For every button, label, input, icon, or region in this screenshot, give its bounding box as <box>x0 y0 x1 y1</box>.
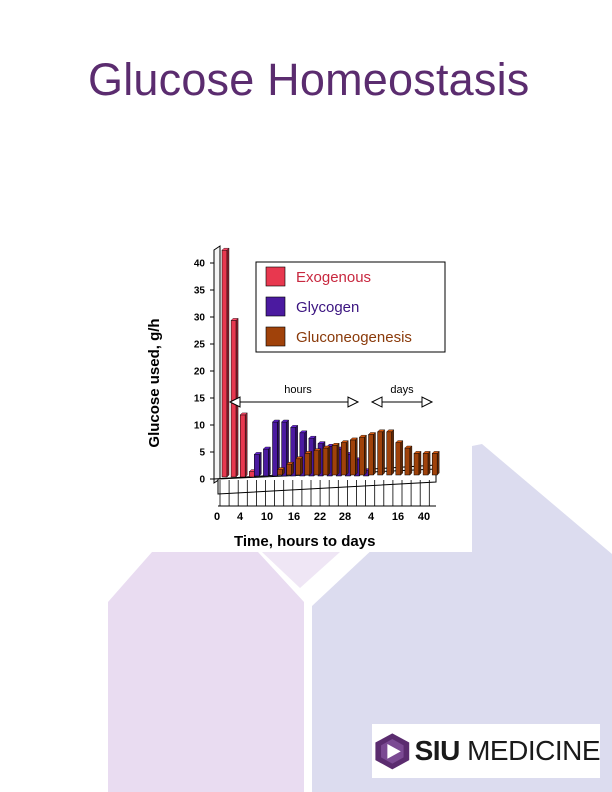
bar-exogenous <box>239 412 248 478</box>
period-label-days: days <box>390 384 414 396</box>
bar-gluconeogenesis <box>422 450 431 476</box>
grid-layer <box>210 262 214 480</box>
bg-shape-pale <box>262 552 340 588</box>
bar-gluconeogenesis <box>413 450 422 476</box>
bar-gluconeogenesis <box>277 467 285 476</box>
legend-box <box>255 261 446 353</box>
period-arrowhead-hours-right <box>347 396 360 408</box>
legend-swatch-glycogen <box>265 296 286 317</box>
period-arrowhead-hours-left <box>228 396 241 408</box>
x-tick-label: 22 <box>314 511 326 523</box>
legend-swatch-exogenous <box>265 266 286 287</box>
bar-gluconeogenesis <box>295 456 304 476</box>
legend: Exogenous Glycogen Gluconeogenesis <box>255 261 446 353</box>
x-tick-label: 0 <box>214 511 220 523</box>
y-tick-label: 30 <box>194 313 206 324</box>
period-label-hours: hours <box>284 384 312 396</box>
x-tick-label: 28 <box>339 511 351 523</box>
series-exogenous <box>221 247 257 478</box>
bg-shape-blue <box>312 444 612 792</box>
legend-label-exogenous: Exogenous <box>296 269 371 286</box>
x-tick-label: 4 <box>368 511 375 523</box>
bar-gluconeogenesis <box>431 450 440 476</box>
x-tick-label: 16 <box>392 511 404 523</box>
ticks-layer: 0 5 10 15 20 25 30 35 40 0 4 10 16 22 28 4 16 40 <box>194 259 430 524</box>
x-tick-label: 10 <box>261 511 273 523</box>
bar-gluconeogenesis <box>358 434 367 476</box>
series-gluconeogenesis <box>277 429 440 476</box>
bar-gluconeogenesis <box>286 461 295 476</box>
bar-gluconeogenesis <box>368 432 376 476</box>
y-axis-title: Glucose used, g/h <box>146 318 163 447</box>
siu-logo-mark-icon <box>375 733 410 770</box>
logo-text-light: MEDICINE <box>459 735 600 766</box>
x-axis-title: Time, hours to days <box>234 533 375 550</box>
bar-gluconeogenesis <box>331 442 340 476</box>
y-tick-label: 5 <box>199 448 205 459</box>
y-tick-label: 15 <box>194 394 206 405</box>
bar-gluconeogenesis <box>340 440 349 476</box>
bar-exogenous <box>230 317 239 478</box>
y-tick-label: 35 <box>194 286 206 297</box>
bar-gluconeogenesis <box>386 429 395 476</box>
bar-glycogen <box>253 451 262 477</box>
y-tick-label: 20 <box>194 367 206 378</box>
glucose-chart: 0 5 10 15 20 25 30 35 40 0 4 10 16 22 28 4 16 40 Glucose … <box>146 245 446 550</box>
period-arrowhead-days-right <box>421 396 434 408</box>
x-tick-label: 4 <box>237 511 244 523</box>
bar-exogenous <box>221 247 230 478</box>
bar-gluconeogenesis <box>322 445 331 476</box>
x-tick-label: 16 <box>288 511 300 523</box>
period-hours: hours <box>228 384 360 408</box>
legend-label-gluconeogenesis: Gluconeogenesis <box>296 329 412 346</box>
period-days: days <box>370 384 434 408</box>
bar-glycogen <box>262 446 271 477</box>
bar-gluconeogenesis <box>377 429 386 476</box>
x-tick-label: 40 <box>418 511 430 523</box>
legend-label-glycogen: Glycogen <box>296 299 359 316</box>
bar-gluconeogenesis <box>404 445 413 476</box>
chart-back-wall <box>213 245 221 484</box>
y-tick-label: 25 <box>194 340 206 351</box>
bar-glycogen <box>272 419 280 477</box>
slide-title: Glucose Homeostasis <box>88 54 530 105</box>
y-tick-label: 40 <box>194 259 206 270</box>
y-tick-label: 10 <box>194 421 206 432</box>
y-tick-label: 0 <box>199 475 205 486</box>
bars-layer <box>221 247 440 478</box>
logo-wordmark: SIU MEDICINE <box>414 735 601 767</box>
bg-shape-purple <box>108 552 304 792</box>
legend-swatch-gluconeogenesis <box>265 326 286 347</box>
siu-medicine-logo: SIU MEDICINE <box>372 724 601 778</box>
chart-panel: 0 5 10 15 20 25 30 35 40 0 4 10 16 22 28 4 16 40 Glucose … <box>130 232 472 552</box>
period-arrowhead-days-left <box>370 396 383 408</box>
bar-gluconeogenesis <box>395 440 404 476</box>
bar-gluconeogenesis <box>304 450 313 476</box>
bar-gluconeogenesis <box>313 448 322 476</box>
logo-text-bold: SIU <box>414 735 461 766</box>
bar-gluconeogenesis <box>349 437 358 476</box>
